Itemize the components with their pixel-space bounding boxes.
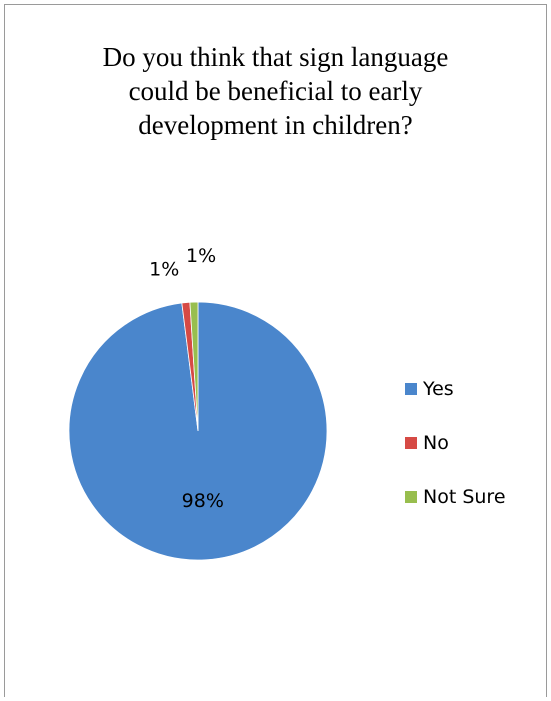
legend-label-no: No	[423, 432, 449, 454]
legend-swatch-no	[405, 437, 417, 449]
chart-title-line-3: development in children?	[138, 110, 413, 140]
pie-slice-not-sure	[189, 301, 199, 432]
legend-swatch-yes	[405, 383, 417, 395]
legend-swatch-not-sure	[405, 491, 417, 503]
chart-title-line-1: Do you think that sign language	[102, 42, 449, 72]
legend-label-not-sure: Not Sure	[423, 486, 506, 508]
chart-legend: Yes No Not Sure	[405, 362, 506, 524]
legend-label-yes: Yes	[423, 378, 454, 400]
data-label-yes: 98%	[182, 490, 224, 512]
chart-title-line-2: could be beneficial to early	[128, 76, 423, 106]
data-label-no: 1%	[149, 259, 179, 281]
legend-item-yes: Yes	[405, 362, 506, 416]
legend-item-no: No	[405, 416, 506, 470]
data-label-not-sure: 1%	[186, 245, 216, 267]
legend-item-not-sure: Not Sure	[405, 470, 506, 524]
chart-title: Do you think that sign language could be…	[0, 40, 551, 142]
